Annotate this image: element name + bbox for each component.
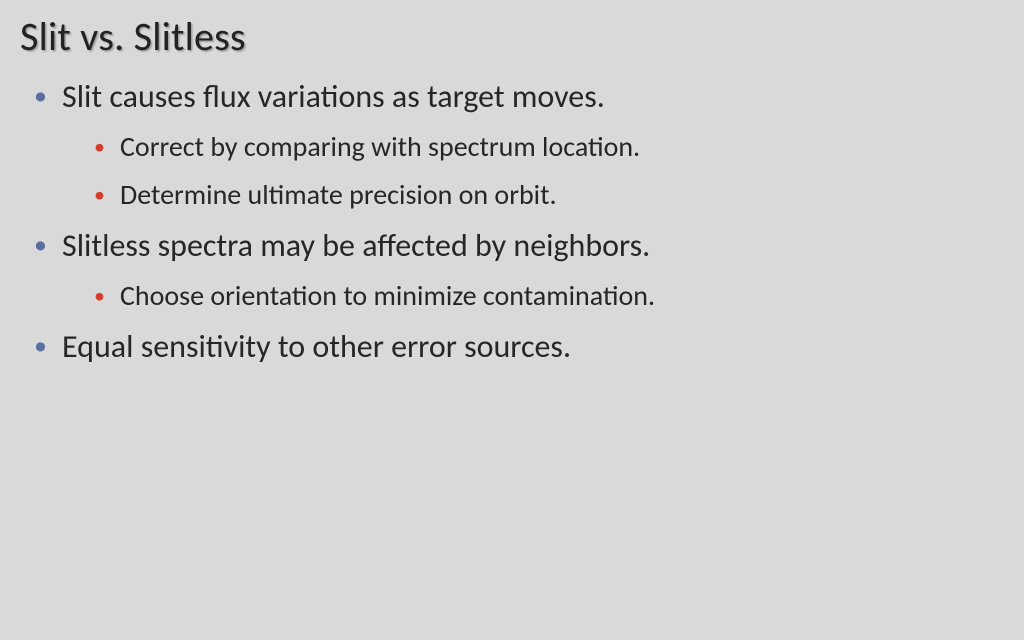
- list-item: Slit causes flux variations as target mo…: [34, 75, 1004, 214]
- bullet-text: Determine ultimate precision on orbit.: [120, 177, 557, 212]
- sub-list: Choose orientation to minimize contamina…: [62, 277, 1004, 315]
- bullet-text: Equal sensitivity to other error sources…: [62, 327, 571, 366]
- bullet-text: Slit causes flux variations as target mo…: [62, 77, 605, 116]
- slide-title: Slit vs. Slitless: [20, 12, 1004, 61]
- list-item: Determine ultimate precision on orbit.: [94, 176, 1004, 214]
- bullet-text: Choose orientation to minimize contamina…: [120, 278, 655, 313]
- bullet-list: Slit causes flux variations as target mo…: [20, 75, 1004, 368]
- list-item: Choose orientation to minimize contamina…: [94, 277, 1004, 315]
- list-item: Equal sensitivity to other error sources…: [34, 325, 1004, 368]
- bullet-text: Correct by comparing with spectrum locat…: [120, 129, 640, 164]
- sub-list: Correct by comparing with spectrum locat…: [62, 128, 1004, 214]
- list-item: Slitless spectra may be affected by neig…: [34, 224, 1004, 315]
- list-item: Correct by comparing with spectrum locat…: [94, 128, 1004, 166]
- bullet-text: Slitless spectra may be affected by neig…: [62, 226, 650, 265]
